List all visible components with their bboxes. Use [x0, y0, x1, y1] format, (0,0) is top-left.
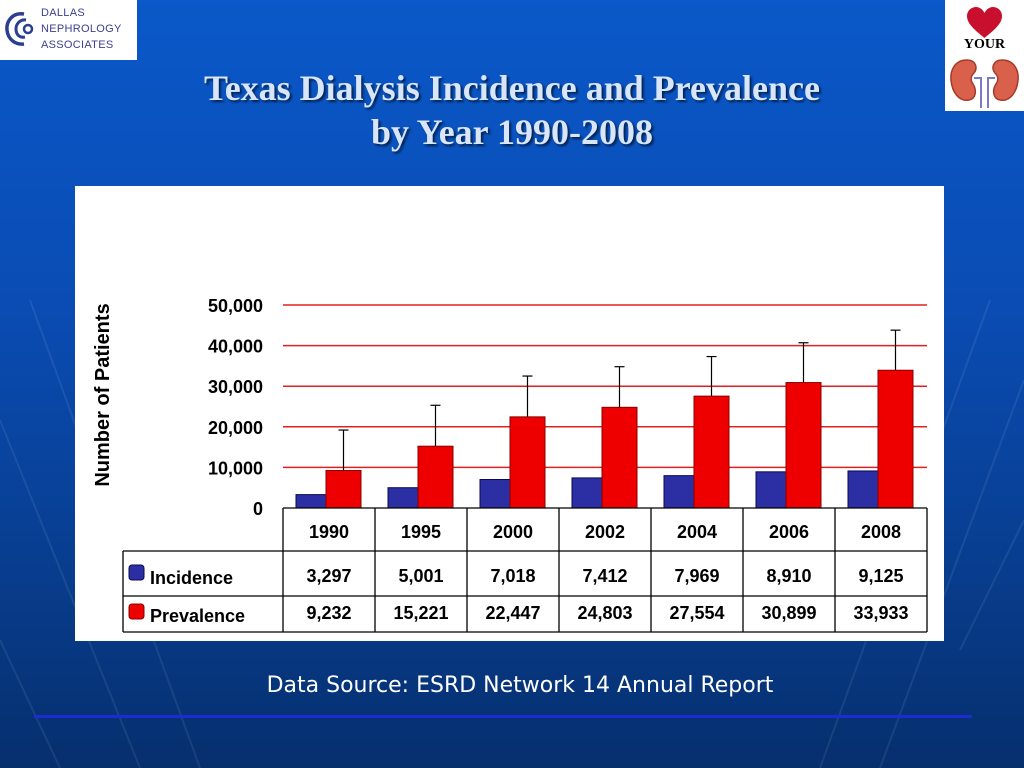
legend-label-prevalence: Prevalence	[150, 606, 245, 626]
data-label-incidence: 8,910	[766, 566, 811, 586]
x-category-label: 2002	[585, 522, 625, 542]
data-label-incidence: 7,018	[490, 566, 535, 586]
bar-incidence	[847, 470, 879, 509]
slide-title-line2: by Year 1990-2008	[371, 112, 653, 152]
bar-incidence	[571, 477, 603, 509]
y-tick-label: 20,000	[208, 418, 263, 438]
chart: 1990 3,297 9,232 1995 5,001 15,221 2000 7,018 22…	[92, 296, 928, 633]
bar-incidence	[479, 479, 511, 509]
chart-panel: 1990 3,297 9,232 1995 5,001 15,221 2000 7,018 22…	[75, 186, 944, 641]
bar-prevalence	[417, 445, 454, 509]
bar-prevalence	[601, 406, 638, 509]
heart-icon	[967, 7, 1002, 38]
bar-prevalence	[785, 382, 822, 509]
x-category-label: 2008	[861, 522, 901, 542]
kidney-campaign-logo: YOUR	[945, 0, 1024, 111]
data-label-prevalence: 9,232	[306, 603, 351, 623]
bar-incidence	[663, 475, 695, 509]
y-tick-label: 50,000	[208, 296, 263, 316]
data-label-prevalence: 22,447	[485, 603, 540, 623]
data-label-incidence: 3,297	[306, 566, 351, 586]
y-tick-label: 10,000	[208, 458, 263, 478]
y-tick-label: 0	[253, 499, 263, 519]
data-label-prevalence: 15,221	[393, 603, 448, 623]
data-label-incidence: 9,125	[858, 566, 903, 586]
campaign-text: YOUR	[963, 37, 1006, 52]
x-category-label: 2004	[677, 522, 717, 542]
dna-logo: DALLAS NEPHROLOGY ASSOCIATES	[0, 0, 137, 60]
slide-title: Texas Dialysis Incidence and Prevalence …	[0, 66, 1024, 154]
y-tick-label: 40,000	[208, 337, 263, 357]
bar-incidence	[295, 494, 327, 509]
data-label-prevalence: 27,554	[669, 603, 724, 623]
bar-incidence	[387, 487, 419, 509]
dna-logo-mark-icon	[5, 12, 34, 46]
data-source-note: Data Source: ESRD Network 14 Annual Repo…	[266, 673, 774, 698]
x-category-label: 1995	[401, 522, 441, 542]
y-axis-label: Number of Patients	[92, 303, 114, 486]
kidneys-icon	[950, 59, 1019, 108]
data-label-incidence: 7,412	[582, 566, 627, 586]
bar-prevalence	[509, 416, 546, 509]
footer-divider	[34, 715, 972, 718]
slide-title-line1: Texas Dialysis Incidence and Prevalence	[203, 68, 820, 108]
bar-prevalence	[325, 470, 362, 509]
bar-prevalence	[693, 395, 730, 509]
org-name-line1: DALLAS	[41, 7, 85, 19]
legend-swatch-incidence	[128, 564, 145, 581]
data-label-prevalence: 24,803	[577, 603, 632, 623]
data-label-incidence: 7,969	[674, 566, 719, 586]
x-category-label: 1990	[309, 522, 349, 542]
org-name-line2: NEPHROLOGY	[41, 23, 122, 35]
bar-prevalence	[877, 369, 914, 509]
org-name-line3: ASSOCIATES	[41, 39, 114, 51]
x-category-label: 2006	[769, 522, 809, 542]
data-label-prevalence: 30,899	[761, 603, 816, 623]
y-tick-label: 30,000	[208, 377, 263, 397]
bar-incidence	[755, 471, 787, 509]
data-label-prevalence: 33,933	[853, 603, 908, 623]
legend-label-incidence: Incidence	[150, 568, 233, 588]
legend-swatch-prevalence	[128, 603, 145, 620]
data-label-incidence: 5,001	[398, 566, 443, 586]
x-category-label: 2000	[493, 522, 533, 542]
